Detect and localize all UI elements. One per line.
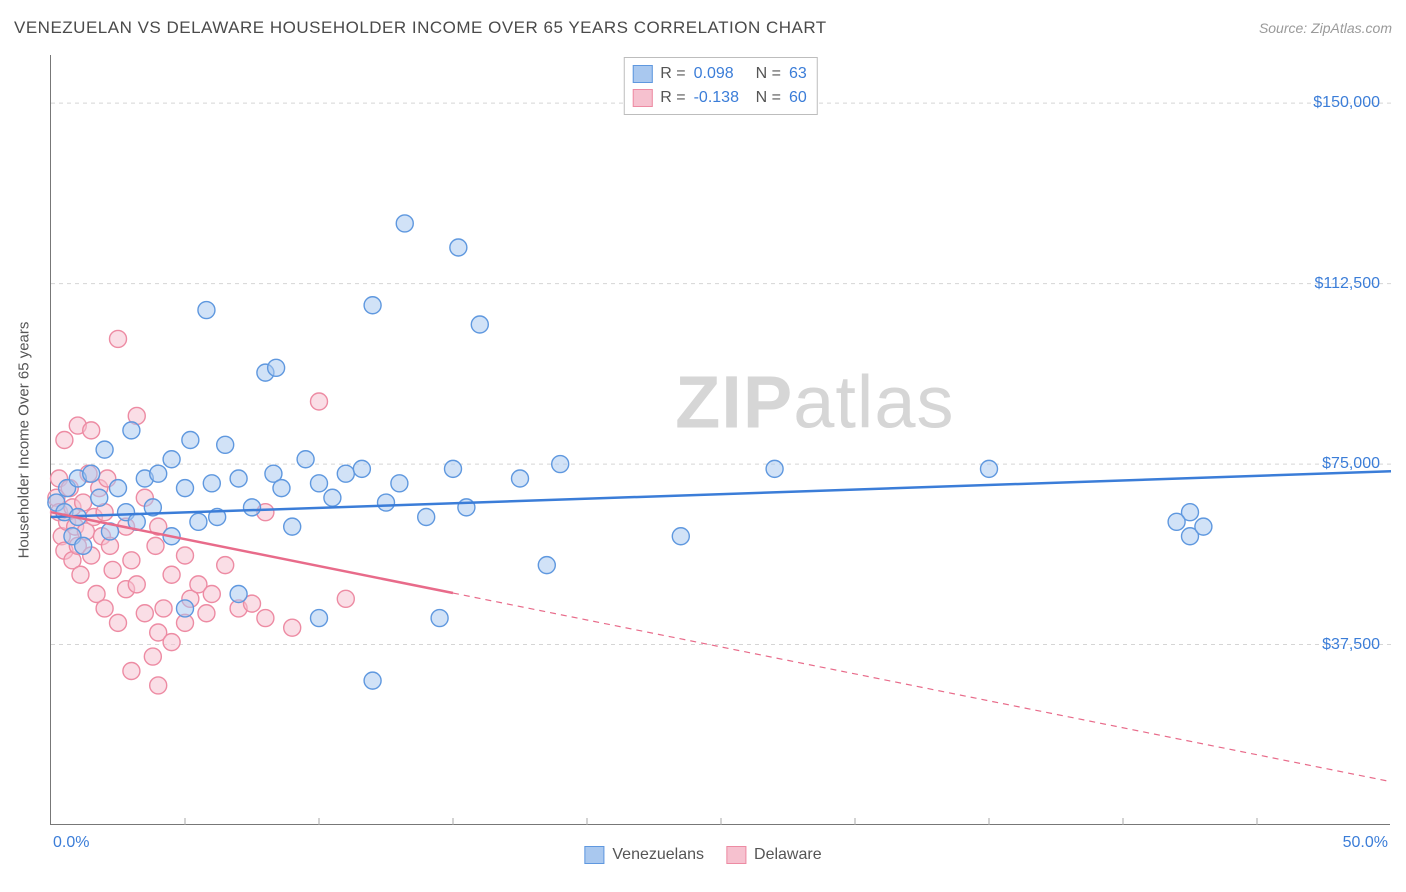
y-tick-label: $37,500 xyxy=(1322,636,1380,654)
legend-series: Venezuelans Delaware xyxy=(584,837,821,872)
legend-label: Delaware xyxy=(754,846,822,864)
chart-header: VENEZUELAN VS DELAWARE HOUSEHOLDER INCOM… xyxy=(14,18,1392,38)
legend-r-label: R = xyxy=(660,62,685,86)
legend-item: Delaware xyxy=(726,846,822,864)
legend-row: R = 0.098 N = 63 xyxy=(632,62,806,86)
legend-row: R = -0.138 N = 60 xyxy=(632,86,806,110)
y-tick-label: $150,000 xyxy=(1313,94,1380,112)
legend-label: Venezuelans xyxy=(612,846,704,864)
legend-n-label: N = xyxy=(756,86,781,110)
plot-area: ZIPatlas R = 0.098 N = 63 R = -0.138 N =… xyxy=(50,55,1390,825)
y-axis-label: Householder Income Over 65 years xyxy=(16,322,33,559)
x-tick-label: 0.0% xyxy=(53,834,89,852)
chart-title: VENEZUELAN VS DELAWARE HOUSEHOLDER INCOM… xyxy=(14,18,827,38)
chart-svg xyxy=(51,55,1390,824)
legend-r-val: 0.098 xyxy=(694,62,748,86)
legend-r-val: -0.138 xyxy=(694,86,748,110)
legend-item: Venezuelans xyxy=(584,846,704,864)
y-tick-label: $112,500 xyxy=(1314,275,1380,293)
x-tick-label: 50.0% xyxy=(1343,834,1388,852)
chart-source: Source: ZipAtlas.com xyxy=(1259,20,1392,36)
legend-correlation: R = 0.098 N = 63 R = -0.138 N = 60 xyxy=(623,57,817,115)
legend-n-val: 63 xyxy=(789,62,807,86)
legend-swatch xyxy=(584,846,604,864)
legend-r-label: R = xyxy=(660,86,685,110)
legend-swatch xyxy=(632,65,652,83)
legend-n-val: 60 xyxy=(789,86,807,110)
legend-swatch xyxy=(632,89,652,107)
y-tick-label: $75,000 xyxy=(1322,455,1380,473)
legend-swatch xyxy=(726,846,746,864)
legend-n-label: N = xyxy=(756,62,781,86)
